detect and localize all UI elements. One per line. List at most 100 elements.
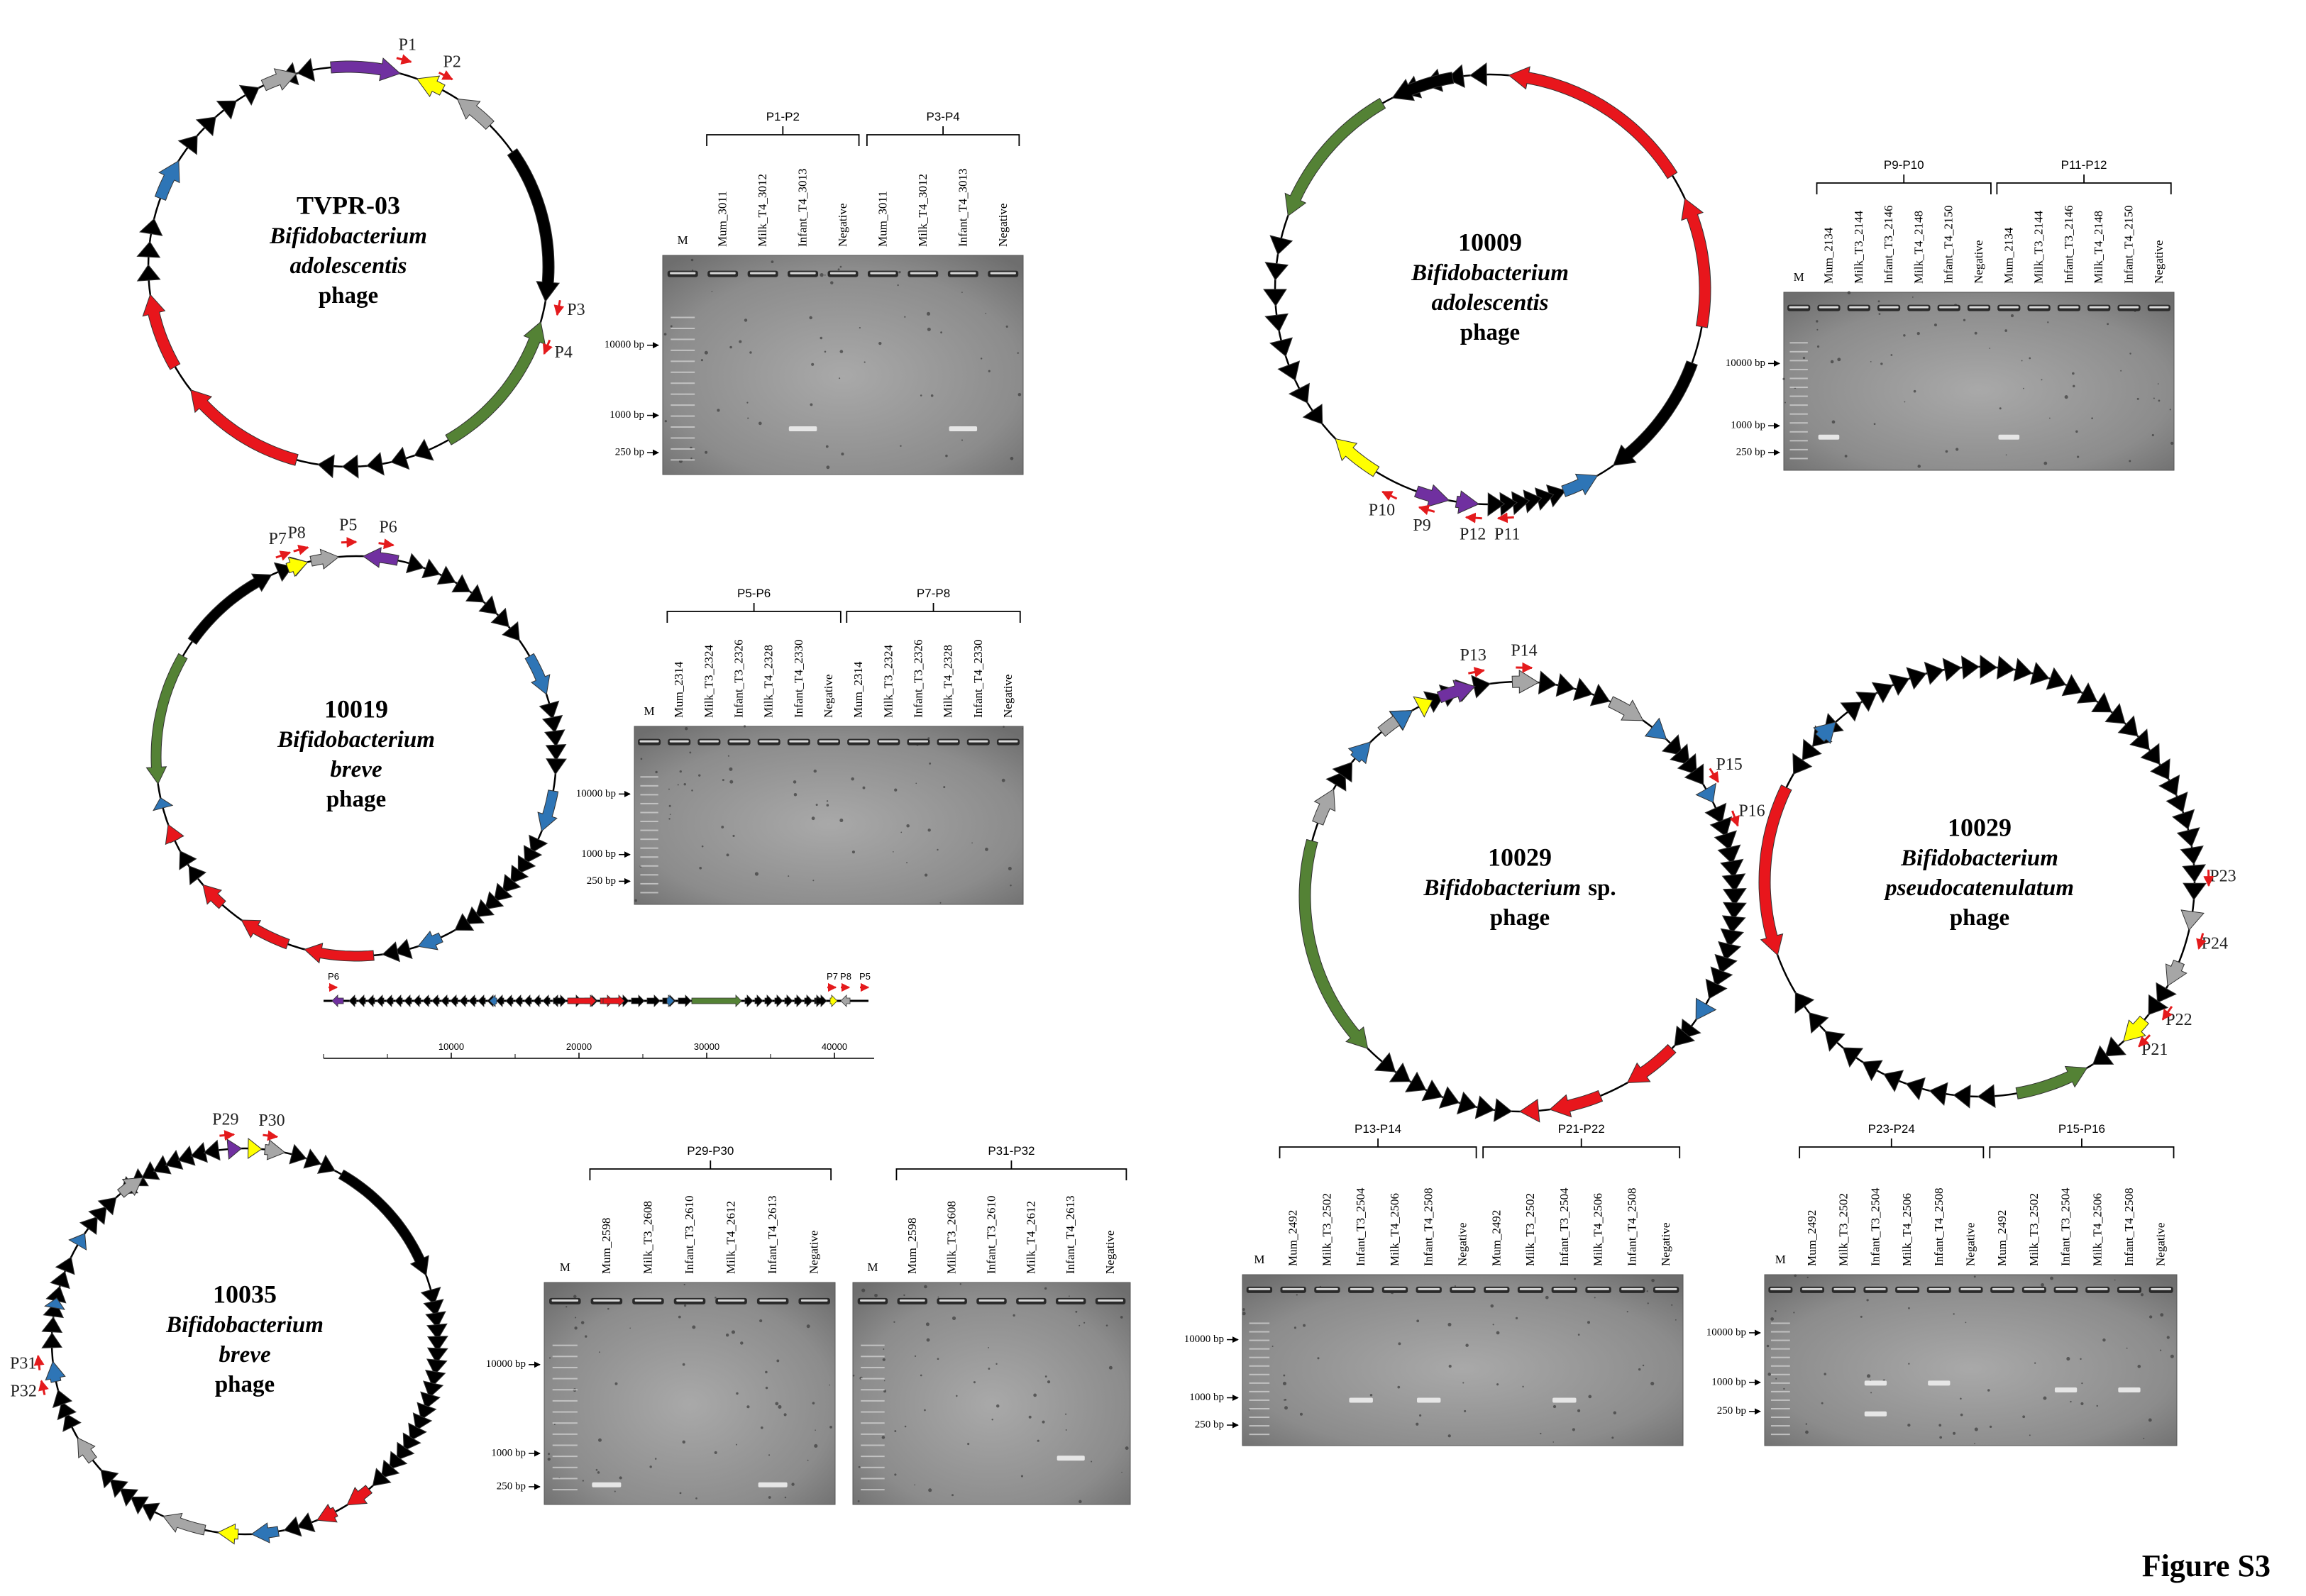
gel-speck — [837, 268, 840, 271]
ladder-band — [1770, 1434, 1790, 1436]
ladder-band — [671, 360, 695, 362]
gel-speck — [1108, 1365, 1113, 1370]
gel-speck — [717, 409, 720, 412]
lane-label: Mum_2598 — [905, 1218, 919, 1274]
gene-arrow — [2117, 715, 2139, 737]
gel-speck — [1017, 392, 1022, 397]
lane-label: Mum_2134 — [1821, 227, 1835, 284]
group-label: P13-P14 — [1355, 1122, 1401, 1136]
gel-speck — [553, 1423, 556, 1425]
gel-speck — [1447, 1322, 1452, 1326]
ladder-band — [1789, 387, 1808, 389]
gel-speck — [857, 1500, 860, 1502]
group-label: P29-P30 — [687, 1144, 734, 1158]
ladder-band — [552, 1411, 578, 1413]
gel-speck — [1001, 778, 1005, 782]
gel-well-glow — [1350, 1287, 1372, 1290]
gene-arrow — [2183, 882, 2207, 901]
gene-arrow — [507, 148, 561, 302]
gene-arrow — [542, 994, 551, 1007]
gel-speck — [1782, 377, 1785, 380]
gel-speck — [1989, 348, 1991, 349]
gene-arrow — [1677, 753, 1697, 775]
gene-arrow — [2123, 1015, 2149, 1042]
gene-arrow — [541, 714, 563, 733]
gene-arrow — [195, 116, 216, 137]
ladder-band — [671, 404, 695, 406]
gel-speck — [783, 1413, 787, 1417]
gel-well-glow — [1992, 1287, 2013, 1290]
gene-arrow — [177, 1145, 196, 1166]
primer-label: P5 — [339, 516, 357, 535]
lane-label: Infant_T3_2504 — [1354, 1187, 1367, 1266]
gel-speck — [1033, 1393, 1037, 1397]
product-band — [1417, 1397, 1441, 1403]
gel-speck — [930, 394, 934, 397]
lane-label: Mum_2134 — [2002, 227, 2015, 284]
gel-speck — [914, 1484, 916, 1486]
gel-speck — [704, 350, 708, 355]
gene-arrow — [1549, 1090, 1604, 1118]
gel-speck — [813, 769, 817, 773]
gel-speck — [1805, 1423, 1808, 1425]
gene-arrow — [44, 1297, 65, 1310]
primer-label: P11 — [1494, 526, 1520, 544]
gel-well-glow — [790, 272, 816, 275]
gel-speck — [1572, 1428, 1575, 1431]
gel-well-glow — [750, 272, 776, 275]
primer-arrow — [1418, 504, 1435, 516]
gel-speck — [649, 1465, 652, 1468]
gel-speck — [677, 784, 679, 786]
gel-speck — [927, 327, 931, 331]
gene-arrow — [1684, 763, 1704, 785]
gel-well-glow — [1621, 1287, 1643, 1290]
gel-speck — [1903, 334, 1906, 337]
gene-arrow — [109, 1479, 128, 1498]
gel-speck — [1284, 1406, 1288, 1410]
gel-speck — [729, 767, 733, 771]
ladder-band — [861, 1378, 885, 1380]
gel-speck — [1091, 1461, 1093, 1463]
gene-arrow — [190, 389, 299, 466]
gel-speck — [722, 779, 724, 782]
gel-speck — [2043, 461, 2048, 465]
gel-speck — [988, 1346, 989, 1348]
gene-arrow — [190, 1141, 208, 1163]
gel-panel: M Mum_2492 Milk_T3_2502 Infant_T3_2504 Milk_… — [1706, 1122, 2178, 1446]
group-bracket — [1799, 1138, 1985, 1158]
gel-panel: M Mum_2492 Milk_T3_2502 Infant_T3_2504 Milk_… — [1184, 1122, 1684, 1446]
gene-arrow — [41, 1317, 63, 1333]
lane-label: Infant_T4_3013 — [796, 169, 810, 247]
gel-speck — [2041, 379, 2043, 381]
phage-description: Bifidobacterium sp. — [1423, 875, 1616, 901]
gene-arrow — [489, 994, 497, 1007]
gel-speck — [664, 420, 667, 423]
gel-speck — [614, 1490, 616, 1492]
gel-well-glow — [1384, 1287, 1406, 1290]
gel-speck — [739, 340, 742, 343]
gel-panel: M Mum_2598 Milk_T3_2608 Infant_T3_2610 Milk_… — [486, 1144, 836, 1505]
gene-arrow — [88, 1206, 107, 1225]
group-label: P3-P4 — [926, 110, 959, 123]
gene-arrow — [794, 994, 803, 1007]
gel-speck — [1447, 1434, 1451, 1438]
gel-speck — [2120, 370, 2122, 372]
gel-well-glow — [1553, 1287, 1576, 1290]
gel-speck — [874, 1293, 878, 1297]
gel-speck — [926, 311, 931, 316]
ladder-band — [1789, 360, 1808, 362]
marker-label: M — [560, 1260, 570, 1274]
gel-well-glow — [2119, 1287, 2140, 1290]
gel-speck — [927, 829, 931, 832]
gel-speck — [1775, 1309, 1777, 1312]
ladder-band — [552, 1456, 578, 1458]
gene-arrow — [445, 321, 546, 445]
gel-speck — [1784, 401, 1787, 404]
gel-speck — [2158, 399, 2161, 402]
ladder-label: 1000 bp — [1731, 420, 1765, 431]
gel-well-glow — [1770, 1287, 1791, 1290]
gene-arrow — [1446, 64, 1465, 89]
gel-speck — [1908, 1307, 1910, 1309]
gene-arrow — [502, 621, 520, 641]
gene-arrow — [1942, 658, 1962, 682]
